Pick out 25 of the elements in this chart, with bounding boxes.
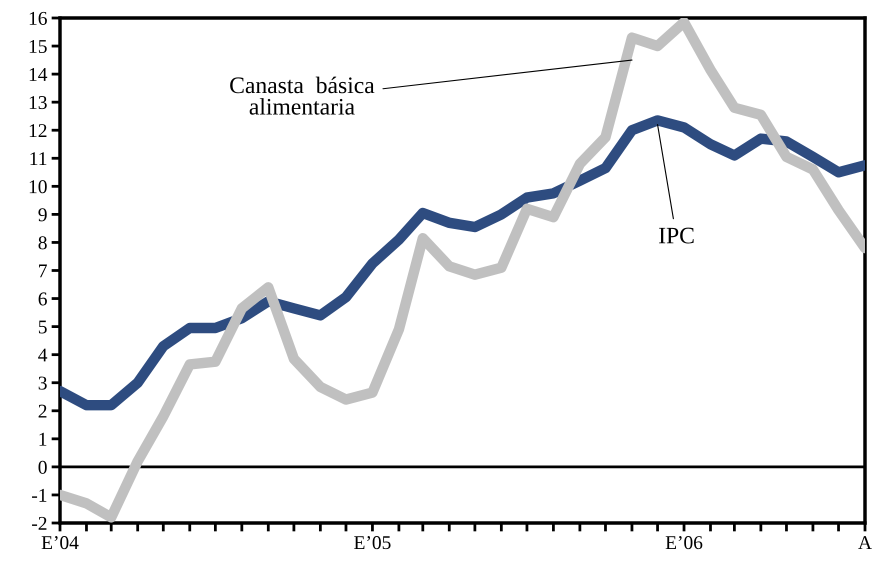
annotation: IPC [659,228,694,244]
y-tick-label: 5 [38,320,47,334]
x-tick-label: A [858,536,872,549]
y-tick-label: 8 [38,236,47,250]
y-tick-label: 10 [30,180,47,194]
y-tick-label: -2 [32,516,46,530]
x-tick-label: E’05 [354,536,391,550]
y-tick-label: 15 [30,40,47,53]
y-tick-label: 14 [30,68,48,81]
y-tick-label: 4 [38,348,48,362]
y-tick-label: 1 [39,432,46,446]
y-tick-label: 11 [30,152,46,166]
y-tick-label: 12 [30,124,46,137]
y-tick-label: 6 [38,292,47,306]
y-tick-label: 9 [38,208,47,222]
y-tick-label: 2 [38,404,46,418]
y-tick-label: 3 [38,376,47,390]
y-tick-label: 0 [38,460,47,474]
annotation: Canasta básica alimentaria [230,76,374,115]
y-tick-label: 7 [39,264,47,278]
x-tick-label: E’04 [42,536,79,550]
y-tick-label: 13 [30,96,47,110]
y-tick-label: 16 [30,12,47,25]
x-tick-label: E’06 [666,536,702,550]
y-tick-label: -1 [32,488,46,502]
